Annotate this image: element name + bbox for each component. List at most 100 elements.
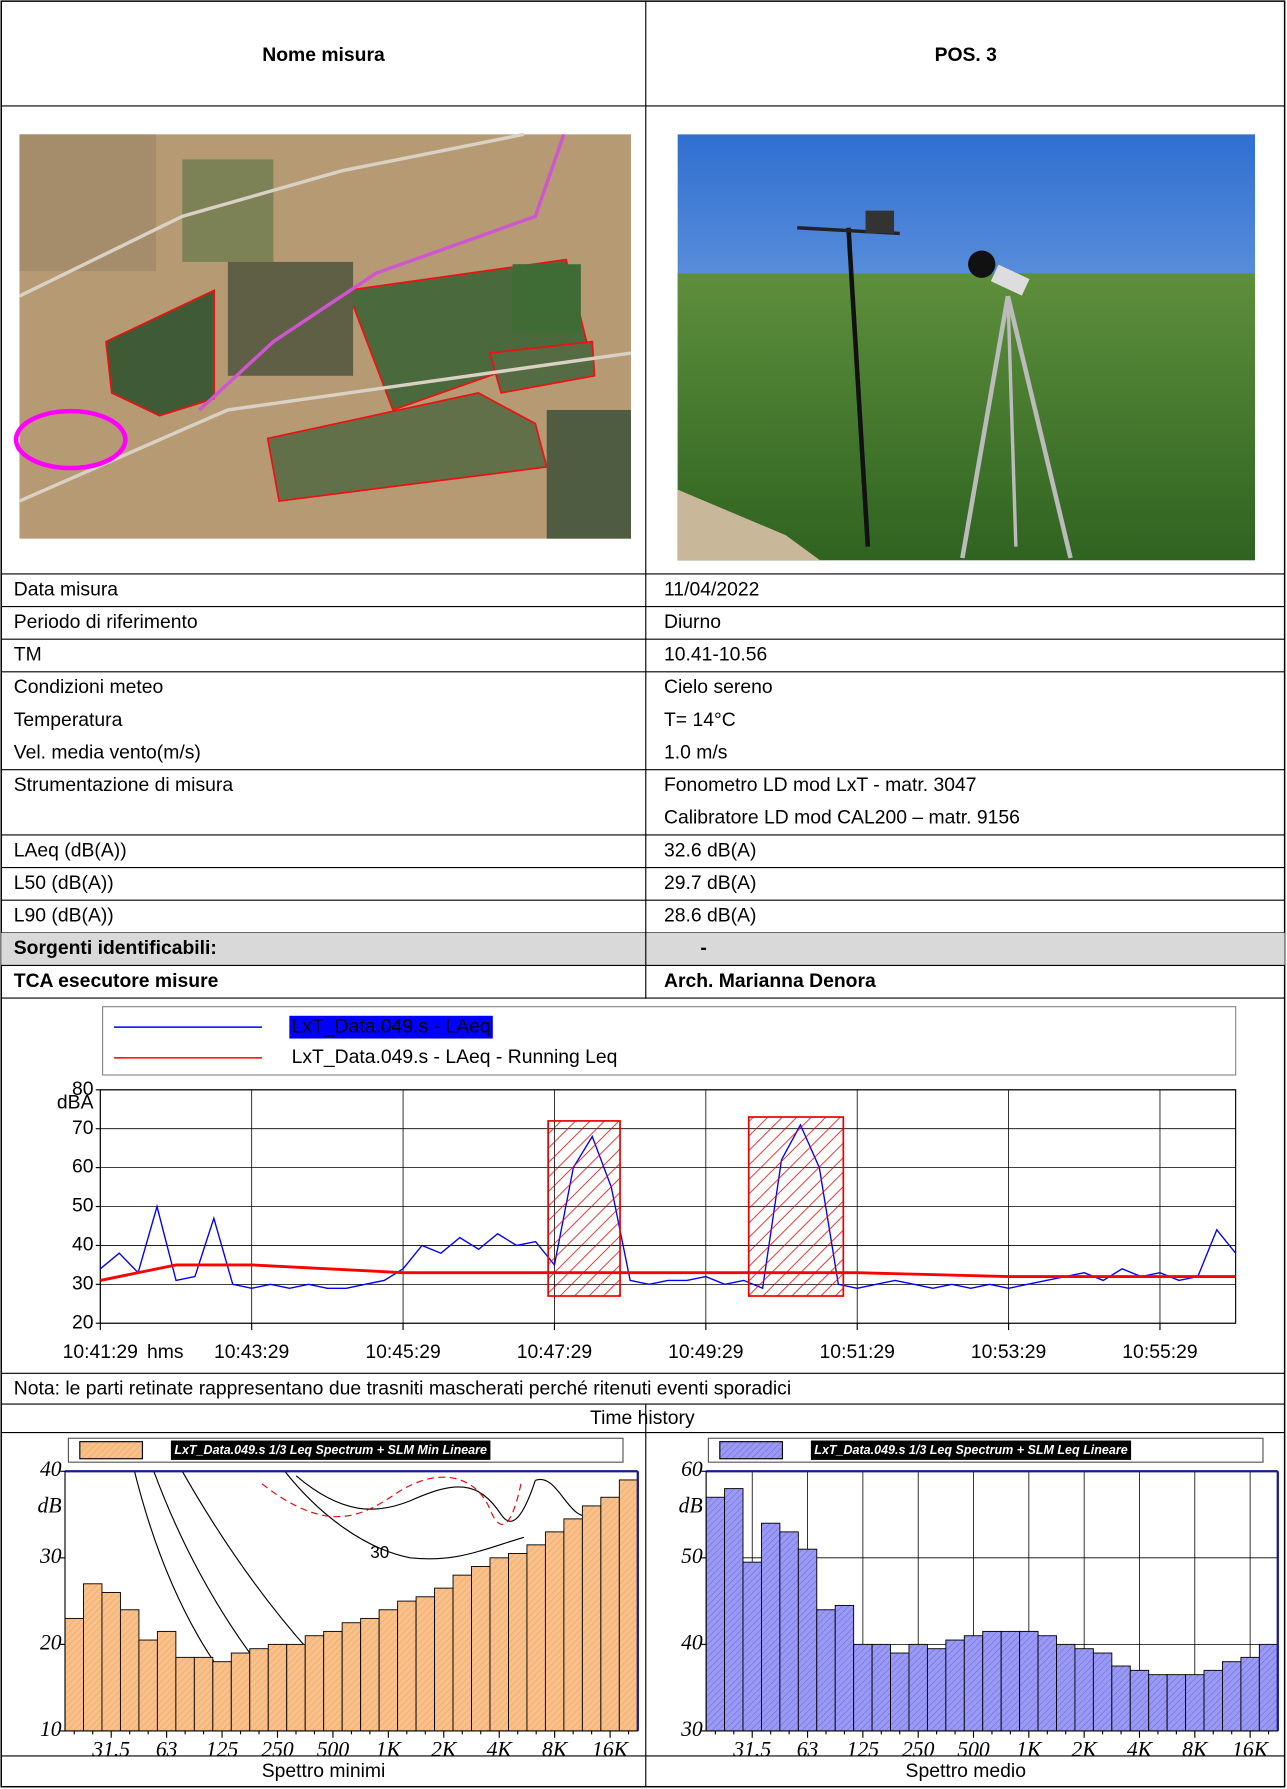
x-tick-label: 10:53:29 [971,1341,1046,1363]
bar [983,1631,1001,1731]
x-tick-label: 63 [156,1737,178,1761]
y-axis-unit: dBA [57,1092,94,1114]
page: {"header":{"label":"Nome misura","value"… [0,0,1287,1789]
bar [1038,1636,1056,1731]
bar [927,1649,945,1731]
bar [909,1644,927,1731]
row-value: 11/04/2022 [664,578,759,600]
bar [725,1489,743,1731]
x-tick-label: 10:43:29 [214,1341,289,1363]
x-tick-label: 10:55:29 [1122,1341,1197,1363]
header-value: POS. 3 [935,44,998,66]
bar [1204,1670,1222,1731]
x-tick-label: 16K [1232,1737,1270,1761]
bar [964,1636,982,1731]
x-tick-label: 500 [317,1737,350,1761]
row-label: Sorgenti identificabili: [14,937,217,959]
bar [1093,1653,1111,1731]
bar [1241,1657,1259,1731]
bar [1057,1644,1075,1731]
bar [508,1554,526,1731]
y-tick-label: 40 [681,1630,703,1654]
row-label: TM [14,644,42,666]
bar [268,1644,286,1731]
y-tick-label: 30 [72,1272,94,1294]
y-tick-label: 40 [40,1457,62,1481]
bar [83,1584,101,1731]
row-label: Strumentazione di misura [14,774,234,796]
row-label: TCA esecutore misure [14,970,219,992]
row-label: Vel. media vento(m/s) [14,741,201,763]
bar [946,1640,964,1731]
bar [231,1653,249,1731]
x-tick-label: 1K [1016,1737,1043,1761]
bar [1149,1675,1167,1731]
y-tick-label: 60 [72,1156,94,1178]
legend-swatch [720,1442,783,1459]
bar [324,1631,342,1731]
row-label: Data misura [14,578,119,600]
map-image [16,134,631,538]
legend-box [103,1007,1236,1075]
y-tick-label: 10 [40,1717,62,1741]
row-value: 10.41-10.56 [664,644,767,666]
bar [379,1610,397,1731]
row-value: - [700,937,706,959]
x-tick-label: 4K [1127,1737,1154,1761]
legend-label: LxT_Data.049.s 1/3 Leq Spectrum + SLM Le… [814,1443,1127,1457]
row-label: L90 (dB(A)) [14,905,114,927]
x-tick-label: 63 [797,1737,819,1761]
x-tick-label: 10:47:29 [517,1341,592,1363]
y-tick-label: 50 [72,1195,94,1217]
bar [527,1545,545,1731]
x-tick-label: 4K [487,1737,514,1761]
x-tick-label: 1K [376,1737,403,1761]
row-label: Periodo di riferimento [14,611,198,633]
y-tick-label: 30 [680,1717,703,1741]
row-value: Cielo sereno [664,676,773,698]
bar [743,1562,761,1731]
y-tick-label: 40 [72,1234,94,1256]
document: Nome misura POS. 3 Nota: le parti retina… [0,0,1287,1789]
bar [120,1610,138,1731]
x-tick-label: 2K [1072,1737,1099,1761]
note: Nota: le parti retinate rappresentano du… [14,1377,791,1399]
bar [564,1519,582,1731]
spectrum-caption: Spettro medio [906,1760,1026,1782]
masked-region [749,1117,844,1296]
row-label: Temperatura [14,709,123,731]
bar [361,1618,379,1731]
x-tick-label: 250 [261,1737,294,1761]
bar [176,1657,194,1731]
legend-label: LxT_Data.049.s 1/3 Leq Spectrum + SLM Mi… [174,1443,487,1457]
bar [891,1653,909,1731]
chart-caption: Time history [590,1407,695,1429]
bar [490,1558,508,1731]
row-value: 1.0 m/s [664,741,727,763]
bar [250,1649,268,1731]
bar [835,1605,853,1730]
row-value: Diurno [664,611,721,633]
bar [706,1497,724,1731]
row-value: Fonometro LD mod LxT - matr. 3047 [664,774,977,796]
bar [1075,1649,1093,1731]
bar [1186,1675,1204,1731]
bar [1259,1644,1277,1731]
x-axis-unit: hms [147,1341,184,1363]
x-tick-label: 31.5 [91,1737,130,1761]
bar [817,1610,835,1731]
y-tick-label: 60 [681,1457,703,1481]
x-tick-label: 16K [592,1737,630,1761]
y-axis-unit: dB [679,1494,703,1518]
x-tick-label: 2K [431,1737,458,1761]
bar [1222,1662,1240,1731]
bar [582,1506,600,1731]
y-axis-unit: dB [38,1494,62,1518]
bar [1020,1631,1038,1731]
row-value: 29.7 dB(A) [664,872,756,894]
y-tick-label: 70 [72,1117,94,1139]
bar [472,1566,490,1730]
x-tick-label: 250 [902,1737,935,1761]
bar [780,1532,798,1731]
bar [854,1644,872,1731]
